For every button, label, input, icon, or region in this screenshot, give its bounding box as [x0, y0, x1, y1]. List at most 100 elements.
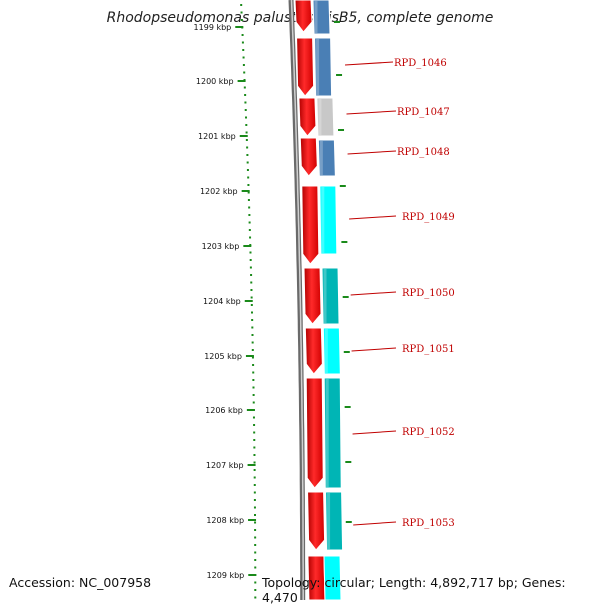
- minor-tick-dot: [254, 559, 257, 561]
- gene-leader-line: [346, 110, 397, 115]
- minor-tick-dot: [250, 274, 253, 276]
- minor-tick-dot: [247, 191, 250, 194]
- gene-label: RPD_1046: [394, 58, 447, 69]
- cds-arrow: [304, 327, 323, 375]
- minor-tick-dot: [253, 431, 256, 434]
- feature-tick: [339, 185, 346, 187]
- cog-block-shine: [314, 1, 318, 33]
- minor-tick-dot: [244, 94, 247, 96]
- cog-track: [312, 0, 352, 600]
- cog-block: [316, 97, 335, 137]
- cds-arrow: [294, 0, 313, 33]
- cog-block: [317, 139, 336, 177]
- gene-label: RPD_1048: [397, 147, 450, 158]
- tick-label: 1200 kbp: [196, 77, 234, 86]
- minor-tick-dot: [251, 334, 254, 336]
- minor-tick-dot: [253, 506, 256, 509]
- minor-tick-dot: [243, 86, 246, 89]
- minor-tick-dot: [252, 416, 255, 419]
- minor-tick-dot: [251, 356, 254, 359]
- cds-arrow: [307, 555, 326, 600]
- feature-tick: [342, 296, 349, 298]
- minor-tick-dot: [252, 386, 255, 389]
- cds-arrow: [301, 185, 320, 265]
- cog-block: [322, 327, 341, 375]
- tick-label: 1208 kbp: [206, 516, 244, 525]
- minor-tick-dot: [254, 589, 257, 591]
- minor-tick-dot: [250, 296, 253, 299]
- minor-tick-dot: [253, 424, 256, 426]
- minor-tick-dot: [248, 206, 251, 209]
- cog-block: [321, 267, 340, 325]
- minor-tick-dot: [241, 41, 244, 44]
- minor-tick-dot: [254, 514, 257, 516]
- minor-tick-dot: [249, 236, 252, 239]
- minor-tick-dot: [254, 521, 257, 524]
- cog-block: [319, 185, 338, 255]
- feature-tick: [345, 521, 352, 523]
- major-tick: [241, 190, 250, 192]
- minor-tick-dot: [246, 154, 249, 156]
- minor-tick-dot: [252, 401, 255, 404]
- minor-tick-dot: [248, 221, 251, 224]
- gene-label: RPD_1053: [402, 518, 455, 529]
- tick-label: 1204 kbp: [203, 297, 241, 306]
- minor-tick-dot: [251, 319, 254, 321]
- minor-tick-dot: [250, 311, 253, 314]
- accession-text: Accession: NC_007958: [9, 575, 152, 590]
- major-tick: [248, 519, 257, 521]
- cog-block-shine: [323, 269, 327, 323]
- cog-block: [323, 555, 342, 600]
- major-tick: [239, 135, 248, 137]
- minor-tick-dot: [249, 251, 252, 254]
- minor-tick-dot: [254, 544, 257, 546]
- minor-tick-dot: [240, 19, 243, 21]
- gene-label: RPD_1047: [397, 107, 450, 118]
- minor-tick-dot: [241, 34, 244, 36]
- minor-tick-dot: [253, 439, 256, 441]
- cds-track: [294, 0, 326, 600]
- gene-label: RPD_1050: [402, 288, 455, 299]
- minor-tick-dot: [249, 266, 252, 269]
- minor-tick-dot: [250, 289, 253, 291]
- major-tick: [245, 355, 254, 357]
- minor-tick-dot: [246, 169, 249, 171]
- gene-leader-line: [349, 215, 397, 220]
- gene-leader-line: [352, 430, 397, 435]
- tick-label: 1209 kbp: [207, 571, 245, 580]
- minor-tick-dot: [253, 461, 256, 464]
- minor-tick-dot: [242, 49, 245, 51]
- tick-label: 1202 kbp: [200, 187, 238, 196]
- gene-leader-line: [345, 61, 394, 66]
- major-tick: [248, 574, 257, 576]
- minor-tick-dot: [250, 304, 253, 306]
- cog-block-shine: [325, 379, 329, 487]
- minor-tick-dot: [254, 596, 257, 599]
- minor-tick-dot: [253, 499, 256, 501]
- gene-label: RPD_1052: [402, 427, 455, 438]
- minor-tick-dot: [242, 64, 245, 66]
- tick-label: 1199 kbp: [194, 23, 232, 32]
- gene-leader-line: [353, 521, 397, 526]
- feature-tick: [333, 21, 340, 23]
- scale-ticks: 1199 kbp 1200 kbp 1201 kbp 1202 kbp 1203 kbp…: [194, 23, 257, 580]
- major-tick: [246, 409, 255, 411]
- feature-tick: [345, 461, 352, 463]
- cds-arrow: [296, 37, 315, 97]
- minor-tick-dot: [245, 139, 248, 141]
- major-tick: [243, 245, 252, 247]
- minor-tick-dot: [248, 229, 251, 231]
- cog-block-shine: [321, 187, 325, 253]
- tick-label: 1205 kbp: [204, 352, 242, 361]
- minor-tick-dot: [246, 146, 249, 149]
- minor-tick-dot: [249, 259, 252, 261]
- minor-tick-dot: [253, 476, 256, 479]
- feature-tick: [344, 406, 351, 408]
- minor-tick-dot: [251, 326, 254, 329]
- minor-tick-dot: [248, 214, 251, 216]
- minor-tick-dot: [247, 184, 250, 186]
- gene-label: RPD_1051: [402, 344, 455, 355]
- genome-summary: Topology: circular; Length: 4,892,717 bp…: [262, 575, 566, 605]
- minor-tick-dot: [240, 11, 243, 14]
